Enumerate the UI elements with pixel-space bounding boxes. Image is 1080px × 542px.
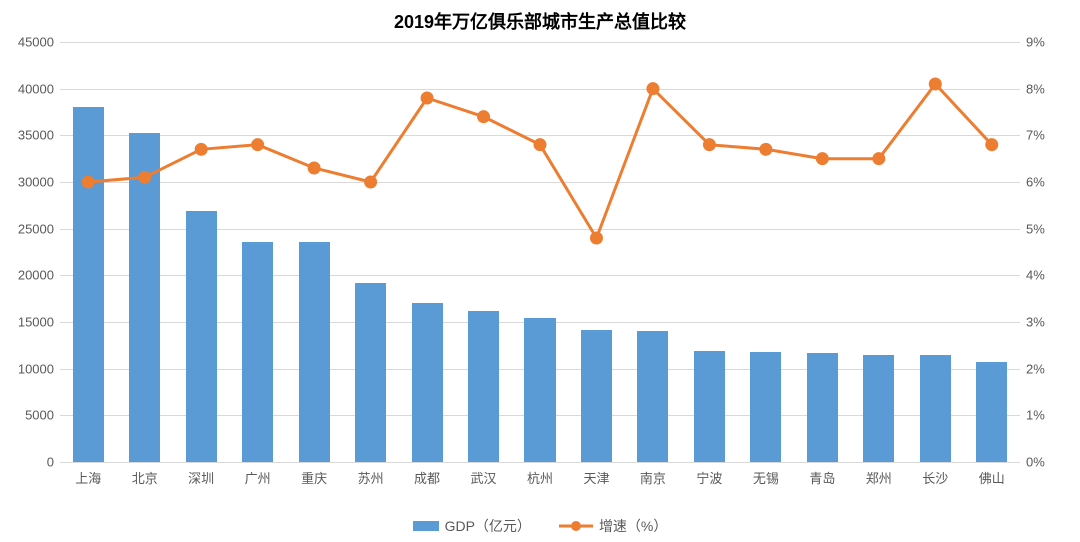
y-left-tick: 15000 — [4, 315, 54, 330]
x-tick-label: 长沙 — [922, 468, 948, 487]
x-tick-label: 苏州 — [358, 468, 384, 487]
y-right-tick: 8% — [1026, 81, 1066, 96]
x-tick-label: 南京 — [640, 468, 666, 487]
y-left-tick: 20000 — [4, 268, 54, 283]
y-right-tick: 2% — [1026, 361, 1066, 376]
x-tick-label: 无锡 — [753, 468, 779, 487]
y-left-tick: 10000 — [4, 361, 54, 376]
line-marker — [873, 153, 885, 165]
y-right-tick: 3% — [1026, 315, 1066, 330]
y-right-tick: 0% — [1026, 455, 1066, 470]
y-right-tick: 9% — [1026, 35, 1066, 50]
line-marker — [139, 171, 151, 183]
y-left-tick: 30000 — [4, 175, 54, 190]
line-series — [60, 42, 1020, 462]
line-marker — [82, 176, 94, 188]
line-marker — [308, 162, 320, 174]
line-marker — [760, 143, 772, 155]
legend-item: GDP（亿元） — [413, 516, 531, 536]
line-marker — [365, 176, 377, 188]
line-path — [88, 84, 992, 238]
line-marker — [929, 78, 941, 90]
x-tick-label: 上海 — [75, 468, 101, 487]
line-marker — [478, 111, 490, 123]
y-left-tick: 25000 — [4, 221, 54, 236]
y-left-tick: 40000 — [4, 81, 54, 96]
x-tick-label: 深圳 — [188, 468, 214, 487]
x-tick-label: 北京 — [132, 468, 158, 487]
y-left-tick: 0 — [4, 455, 54, 470]
y-right-tick: 5% — [1026, 221, 1066, 236]
y-right-tick: 7% — [1026, 128, 1066, 143]
x-tick-label: 武汉 — [471, 468, 497, 487]
chart-title: 2019年万亿俱乐部城市生产总值比较 — [0, 8, 1080, 34]
legend: GDP（亿元） 增速（%） — [0, 516, 1080, 536]
line-marker — [195, 143, 207, 155]
y-right-tick: 1% — [1026, 408, 1066, 423]
y-left-tick: 35000 — [4, 128, 54, 143]
legend-item: 增速（%） — [559, 516, 667, 536]
line-marker — [703, 139, 715, 151]
line-marker — [534, 139, 546, 151]
x-tick-label: 郑州 — [866, 468, 892, 487]
y-right-tick: 4% — [1026, 268, 1066, 283]
line-marker — [647, 83, 659, 95]
plot-area: 上海北京深圳广州重庆苏州成都武汉杭州天津南京宁波无锡青岛郑州长沙佛山 05000… — [60, 42, 1020, 462]
line-marker — [816, 153, 828, 165]
line-marker — [421, 92, 433, 104]
legend-bar-swatch — [413, 521, 439, 531]
x-tick-label: 杭州 — [527, 468, 553, 487]
line-marker — [986, 139, 998, 151]
chart-container: 2019年万亿俱乐部城市生产总值比较 上海北京深圳广州重庆苏州成都武汉杭州天津南… — [0, 0, 1080, 542]
grid-line — [60, 462, 1020, 463]
x-tick-label: 天津 — [583, 468, 609, 487]
legend-label: GDP（亿元） — [445, 516, 531, 536]
y-left-tick: 45000 — [4, 35, 54, 50]
x-tick-label: 成都 — [414, 468, 440, 487]
legend-label: 增速（%） — [599, 516, 667, 536]
x-tick-label: 广州 — [245, 468, 271, 487]
x-tick-label: 宁波 — [696, 468, 722, 487]
line-marker — [590, 232, 602, 244]
legend-line-swatch — [559, 520, 593, 532]
y-left-tick: 5000 — [4, 408, 54, 423]
line-marker — [252, 139, 264, 151]
x-tick-label: 青岛 — [809, 468, 835, 487]
x-tick-label: 佛山 — [979, 468, 1005, 487]
y-right-tick: 6% — [1026, 175, 1066, 190]
x-tick-label: 重庆 — [301, 468, 327, 487]
